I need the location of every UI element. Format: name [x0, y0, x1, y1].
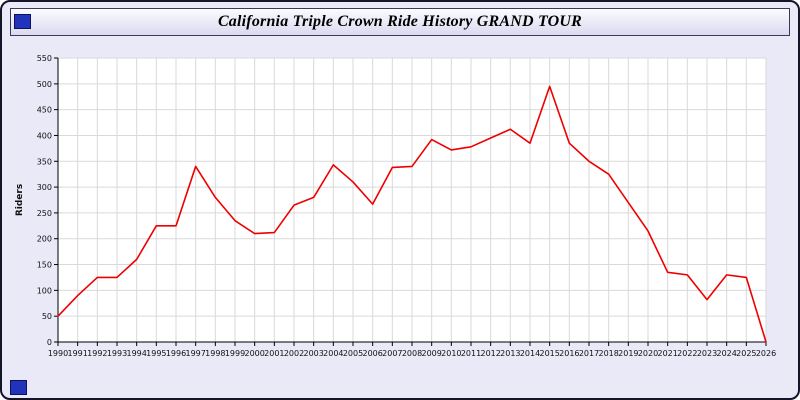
- svg-text:2022: 2022: [677, 349, 697, 358]
- title-blue-square-icon: [14, 14, 31, 29]
- svg-text:2018: 2018: [598, 349, 618, 358]
- svg-text:100: 100: [37, 286, 52, 295]
- svg-text:2025: 2025: [736, 349, 756, 358]
- svg-text:2024: 2024: [716, 349, 736, 358]
- svg-text:1999: 1999: [225, 349, 245, 358]
- svg-text:2003: 2003: [303, 349, 323, 358]
- svg-text:2008: 2008: [402, 349, 422, 358]
- svg-text:2001: 2001: [264, 349, 284, 358]
- svg-text:2017: 2017: [579, 349, 599, 358]
- svg-text:550: 550: [37, 54, 52, 63]
- svg-text:1990: 1990: [48, 349, 68, 358]
- svg-text:Riders: Riders: [15, 184, 25, 216]
- svg-text:2000: 2000: [244, 349, 264, 358]
- svg-text:2021: 2021: [657, 349, 677, 358]
- svg-text:2011: 2011: [461, 349, 481, 358]
- svg-text:400: 400: [37, 131, 52, 140]
- svg-text:2010: 2010: [441, 349, 461, 358]
- svg-text:2023: 2023: [697, 349, 717, 358]
- svg-text:2006: 2006: [362, 349, 382, 358]
- svg-text:2016: 2016: [559, 349, 579, 358]
- svg-text:450: 450: [37, 106, 52, 115]
- svg-text:2007: 2007: [382, 349, 402, 358]
- svg-text:500: 500: [37, 80, 52, 89]
- chart-area: 0 50 100 150 200 250 300 350 400 450 500 550 1990 199…: [10, 46, 790, 376]
- svg-text:2013: 2013: [500, 349, 520, 358]
- svg-text:1998: 1998: [205, 349, 225, 358]
- svg-text:2015: 2015: [539, 349, 559, 358]
- chart-title: California Triple Crown Ride History GRA…: [217, 13, 583, 30]
- svg-text:2005: 2005: [343, 349, 363, 358]
- svg-text:200: 200: [37, 235, 52, 244]
- svg-text:2004: 2004: [323, 349, 343, 358]
- svg-text:2019: 2019: [618, 349, 638, 358]
- svg-text:1992: 1992: [87, 349, 107, 358]
- svg-text:2002: 2002: [284, 349, 304, 358]
- svg-text:1994: 1994: [126, 349, 146, 358]
- svg-text:1996: 1996: [166, 349, 186, 358]
- svg-text:2014: 2014: [520, 349, 540, 358]
- svg-text:300: 300: [37, 183, 52, 192]
- svg-text:250: 250: [37, 209, 52, 218]
- svg-text:1991: 1991: [67, 349, 87, 358]
- svg-text:2026: 2026: [756, 349, 776, 358]
- svg-text:50: 50: [42, 312, 52, 321]
- svg-text:150: 150: [37, 261, 52, 270]
- svg-text:0: 0: [47, 338, 52, 347]
- svg-text:1993: 1993: [107, 349, 127, 358]
- svg-text:350: 350: [37, 157, 52, 166]
- svg-text:2012: 2012: [480, 349, 500, 358]
- chart-title-bar: California Triple Crown Ride History GRA…: [10, 8, 790, 36]
- svg-text:2009: 2009: [421, 349, 441, 358]
- svg-text:1995: 1995: [146, 349, 166, 358]
- svg-text:1997: 1997: [185, 349, 205, 358]
- svg-text:2020: 2020: [638, 349, 658, 358]
- footer-blue-square-icon: [10, 380, 27, 395]
